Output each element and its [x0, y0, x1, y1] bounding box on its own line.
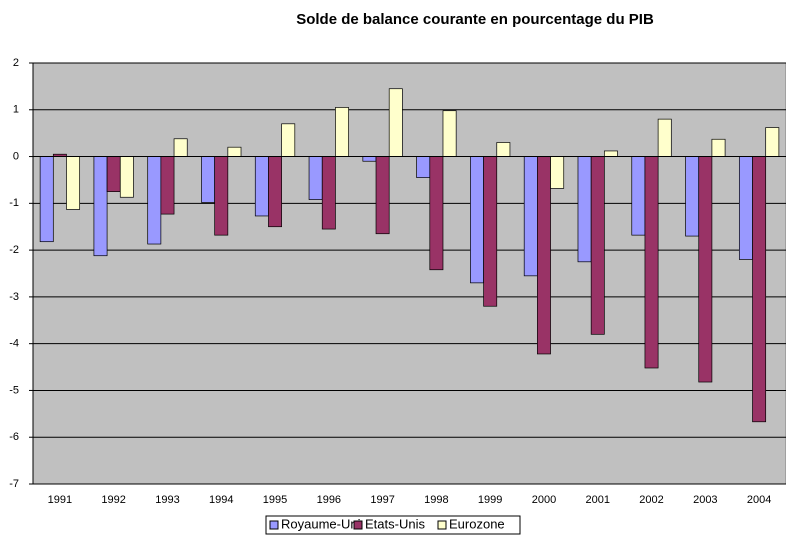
- bar: [375, 156, 390, 235]
- y-tick-label: 2: [13, 57, 19, 69]
- x-tick-label: 1997: [370, 494, 394, 506]
- bar: [483, 156, 498, 307]
- bar: [160, 156, 175, 215]
- plot-area: [32, 62, 786, 485]
- bar: [201, 156, 216, 203]
- y-tick-label: -4: [9, 338, 19, 350]
- x-tick-label: 2003: [693, 494, 717, 506]
- bar: [66, 156, 81, 210]
- x-tick-label: 1999: [478, 494, 502, 506]
- x-tick-label: 2002: [639, 494, 663, 506]
- y-tick-label: -5: [9, 384, 19, 396]
- bar: [335, 107, 349, 157]
- bar: [362, 156, 377, 162]
- bar: [173, 138, 188, 157]
- bar: [227, 146, 242, 157]
- bar: [119, 156, 134, 198]
- bar: [738, 156, 753, 260]
- legend-swatch: [269, 520, 279, 530]
- bar: [590, 156, 605, 335]
- bar: [470, 156, 484, 284]
- legend-label: Royaume-Uni: [281, 516, 361, 531]
- x-tick-label: 2000: [532, 494, 556, 506]
- bar: [631, 156, 646, 236]
- bar: [711, 138, 726, 157]
- x-tick-label: 1995: [263, 494, 287, 506]
- bar: [214, 156, 229, 236]
- bar: [416, 156, 431, 178]
- bar: [765, 127, 780, 157]
- bar: [496, 142, 511, 157]
- legend-swatch: [353, 520, 363, 530]
- y-tick-label: -6: [9, 431, 19, 443]
- x-tick-label: 1996: [317, 494, 341, 506]
- y-tick-label: -1: [9, 197, 19, 209]
- chart-title: Solde de balance courante en pourcentage…: [296, 11, 654, 28]
- bar: [39, 156, 54, 243]
- x-tick-label: 1994: [209, 494, 233, 506]
- y-tick-label: -7: [9, 478, 19, 490]
- bar: [550, 156, 565, 189]
- legend-label: Etats-Unis: [365, 516, 425, 531]
- bar: [685, 156, 700, 237]
- bar: [254, 156, 269, 217]
- x-tick-label: 1992: [101, 494, 125, 506]
- bar: [577, 156, 592, 263]
- bar: [429, 156, 444, 271]
- y-tick-label: 0: [13, 150, 19, 162]
- y-tick-label: 1: [13, 104, 19, 116]
- bar: [523, 156, 538, 277]
- bar: [644, 156, 659, 369]
- bar: [106, 156, 121, 192]
- bar: [281, 123, 296, 157]
- bar: [603, 150, 618, 157]
- bar: [308, 156, 323, 200]
- x-tick-label: 1991: [48, 494, 72, 506]
- legend-label: Eurozone: [449, 516, 505, 531]
- bar: [657, 118, 672, 157]
- bar: [268, 156, 282, 228]
- x-tick-label: 2004: [747, 494, 771, 506]
- bar: [147, 156, 162, 245]
- legend-box: [265, 515, 521, 535]
- bar: [537, 156, 551, 355]
- bar: [93, 156, 108, 257]
- y-tick-label: -2: [9, 244, 19, 256]
- legend-swatch: [437, 520, 447, 530]
- bar: [698, 156, 713, 383]
- x-tick-label: 2001: [586, 494, 610, 506]
- bar: [321, 156, 336, 230]
- bar: [442, 110, 457, 157]
- bar: [388, 88, 403, 157]
- bar: [752, 156, 767, 423]
- x-tick-label: 1998: [424, 494, 448, 506]
- y-tick-label: -3: [9, 291, 19, 303]
- x-tick-label: 1993: [155, 494, 179, 506]
